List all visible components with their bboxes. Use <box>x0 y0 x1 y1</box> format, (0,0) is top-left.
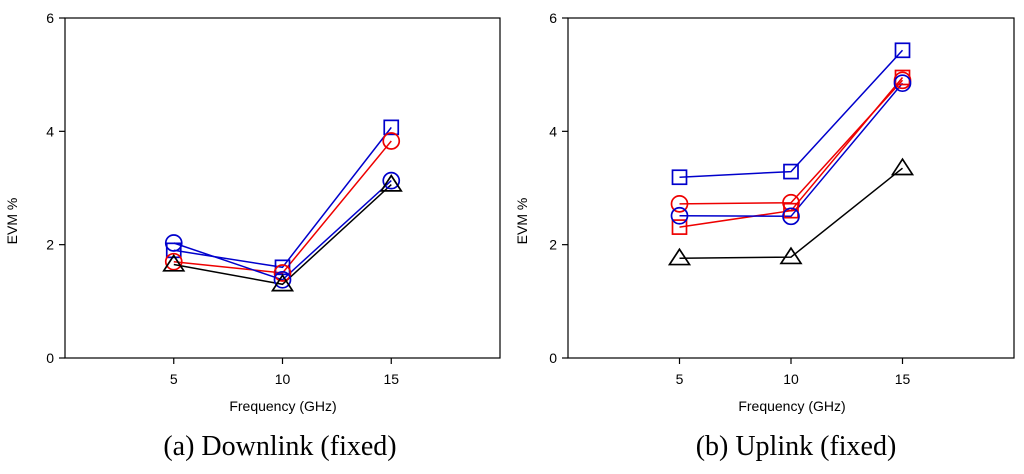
data-point-triangle <box>779 246 803 265</box>
data-point-triangle <box>270 273 295 292</box>
data-point-square <box>894 69 911 86</box>
x-tick-label: 10 <box>275 371 291 387</box>
data-point-square <box>783 202 799 219</box>
data-point-triangle <box>890 157 915 176</box>
y-tick-label: 0 <box>549 350 557 366</box>
series-line-black-triangle <box>679 167 903 260</box>
data-point-circle <box>273 264 292 282</box>
chart-caption: (a) Downlink (fixed) <box>163 431 396 462</box>
data-point-circle <box>670 206 689 225</box>
x-axis-label: Frequency (GHz) <box>229 398 336 414</box>
data-point-triangle <box>379 174 403 192</box>
data-point-circle <box>382 132 401 150</box>
series-line-red-square <box>679 77 904 228</box>
y-tick-label: 4 <box>549 123 557 139</box>
data-point-circle <box>782 207 800 226</box>
y-tick-label: 4 <box>46 123 54 139</box>
data-point-square <box>671 219 688 235</box>
data-point-circle <box>273 270 292 289</box>
chart-panel-uplink: 0 2 4 6 5 10 15 <box>549 10 1015 387</box>
data-point-square <box>783 163 799 180</box>
data-point-square <box>383 119 400 136</box>
series-line-red-circle <box>173 140 392 274</box>
chart-caption: (b) Uplink (fixed) <box>696 431 897 462</box>
data-point-circle <box>782 193 800 212</box>
y-tick-label: 0 <box>46 350 54 366</box>
series-line-black-triangle <box>173 184 392 286</box>
data-point-triangle <box>162 253 186 272</box>
y-axis-label: EVM % <box>4 198 20 245</box>
data-point-circle <box>382 171 401 190</box>
x-tick-label: 15 <box>895 371 911 387</box>
data-point-circle <box>164 234 183 252</box>
data-point-square <box>165 242 182 259</box>
x-tick-label: 10 <box>783 371 799 387</box>
y-axis-label: EVM % <box>514 198 530 245</box>
data-point-square <box>894 42 911 59</box>
data-point-triangle <box>667 247 692 266</box>
plot-frame <box>567 17 1015 359</box>
series-line-blue-square <box>679 49 904 178</box>
y-tick-label: 6 <box>549 10 557 26</box>
series-line-blue-circle <box>173 180 392 281</box>
y-tick-label: 6 <box>46 10 54 26</box>
series-line-blue-square <box>173 126 392 269</box>
data-point-circle <box>670 195 689 213</box>
series-line-red-circle <box>679 79 904 205</box>
y-tick-label: 2 <box>46 237 54 253</box>
x-tick-label: 15 <box>383 371 399 387</box>
x-tick-label: 5 <box>170 371 178 387</box>
data-point-circle <box>893 74 912 93</box>
data-point-square <box>671 169 688 186</box>
x-tick-label: 5 <box>676 371 684 387</box>
series-line-blue-circle <box>679 82 904 218</box>
data-point-circle <box>164 252 183 271</box>
x-axis-label: Frequency (GHz) <box>738 398 845 414</box>
chart-panel-downlink: 0 2 4 6 5 10 15 <box>46 10 501 387</box>
y-tick-label: 2 <box>549 237 557 253</box>
plot-frame <box>64 17 501 359</box>
